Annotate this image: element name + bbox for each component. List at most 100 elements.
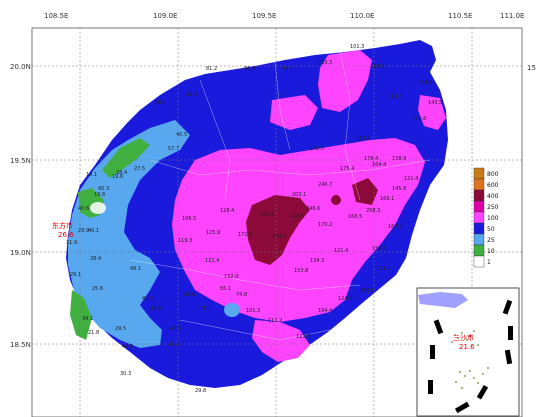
legend-label: 400 <box>487 193 499 200</box>
inset-landmass <box>418 292 468 308</box>
lon-tick: 109.5E <box>252 12 276 20</box>
city-sansha-value: 21.6 <box>459 343 475 351</box>
station-value: 31.9 <box>66 240 77 246</box>
station-value: 156.5 <box>372 246 386 252</box>
station-value: 239.4 <box>272 234 286 240</box>
station-value: 29.5 <box>115 326 126 332</box>
legend-label: 800 <box>487 171 499 178</box>
station-value: 62.3 <box>186 92 197 98</box>
legend-label: 600 <box>487 182 499 189</box>
legend-label: 25 <box>487 237 495 244</box>
station-value: 258.3 <box>366 208 380 214</box>
station-value: 150.2 <box>260 212 274 218</box>
station-value: 153.8 <box>294 268 308 274</box>
station-value: 34.1 <box>82 316 93 322</box>
county-boundaries <box>129 49 431 341</box>
station-value: 29.9 <box>78 228 89 234</box>
station-value: 171.6 <box>238 232 252 238</box>
station-value: 119.8 <box>370 64 384 70</box>
station-value: 42.5 <box>122 344 133 350</box>
inset-map: 三沙市 21.6 <box>416 287 520 417</box>
station-value: 94.7 <box>282 66 293 72</box>
city-dongfang-label: 东方市 <box>52 221 73 230</box>
station-value: 25.6 <box>92 286 103 292</box>
legend-label: 10 <box>487 248 495 255</box>
legend-swatch <box>473 167 485 180</box>
island-magenta-n-zone <box>270 95 318 130</box>
station-value: 121.4 <box>205 258 219 264</box>
island-green-zone-north <box>102 138 150 178</box>
station-value: 248.6 <box>306 206 320 212</box>
station-value: 124.9 <box>338 296 352 302</box>
station-value: 29.8 <box>195 388 206 394</box>
station-value: 111.2 <box>268 318 282 324</box>
station-value: 154.9 <box>418 80 432 86</box>
legend-label: 250 <box>487 204 499 211</box>
lon-tick: 108.5E <box>44 12 68 20</box>
station-value: 103.3 <box>318 60 332 66</box>
station-value: 40.3 <box>142 296 153 302</box>
station-value: 41.4 <box>168 342 179 348</box>
station-value: 71.1 <box>200 306 211 312</box>
station-value: 114.3 <box>388 94 402 100</box>
legend-swatch <box>473 222 485 235</box>
inset-boundary-dashes <box>428 299 513 414</box>
station-value: 40.1 <box>88 228 99 234</box>
station-value: 164.4 <box>372 162 386 168</box>
station-value: 125.9 <box>206 230 220 236</box>
legend-swatch <box>473 189 485 202</box>
station-value: 86.4 <box>244 66 255 72</box>
station-value: 101.3 <box>350 44 364 50</box>
station-value: 19.1 <box>86 172 97 178</box>
station-value: 58.0 <box>155 100 166 106</box>
legend-label: 50 <box>487 226 495 233</box>
lat-tick: 18.5N <box>10 341 31 349</box>
island-green-zone-south <box>70 290 92 340</box>
station-value: 198.5 <box>290 214 304 220</box>
station-value: 45.3 <box>98 186 109 192</box>
lat-tick: 20.0N <box>10 63 31 71</box>
longitude-ticks: 108.5E 109.0E 109.5E 110.0E 110.5E 111.0… <box>44 12 524 20</box>
island-magenta-ne-zone <box>318 50 372 112</box>
legend-label: 100 <box>487 215 499 222</box>
station-value: 101.3 <box>246 308 260 314</box>
station-value: 21.8 <box>88 330 99 336</box>
station-value: 121.4 <box>404 176 418 182</box>
lat-tick: 19.5N <box>10 157 31 165</box>
station-value: 169.1 <box>380 196 394 202</box>
lon-tick: 111.0E <box>500 12 524 20</box>
station-value: 170.2 <box>318 222 332 228</box>
station-value: 134.3 <box>310 258 324 264</box>
island-maroon-core-dot <box>331 195 341 205</box>
station-value: 106.5 <box>182 216 196 222</box>
island-lightblue-blob <box>224 303 240 317</box>
station-value: 40.5 <box>170 326 181 332</box>
station-value: 188.3 <box>356 136 370 142</box>
station-value: 178.4 <box>364 156 378 162</box>
station-value: 28.4 <box>90 256 101 262</box>
station-value: 27.5 <box>134 166 145 172</box>
island-green-blob <box>90 202 106 214</box>
legend-swatch <box>473 233 485 246</box>
station-value: 19.6 <box>112 174 123 180</box>
island-magenta-south-zone <box>252 320 310 362</box>
station-value: 74.8 <box>236 292 247 298</box>
side-number: 15 <box>527 64 536 72</box>
latitude-ticks: 20.0N 19.5N 19.0N 18.5N <box>10 63 31 349</box>
station-value: 29.1 <box>70 272 81 278</box>
station-value: 18.8 <box>94 192 105 198</box>
station-value: 57.7 <box>168 146 179 152</box>
island-lightblue-zone <box>68 120 190 348</box>
station-value: 168.7 <box>388 224 402 230</box>
legend-swatch <box>473 211 485 224</box>
legend: 800 600 400 250 100 50 25 10 1 <box>473 167 499 268</box>
station-value: 61.6 <box>184 292 195 298</box>
station-value: 48.1 <box>130 266 141 272</box>
station-value: 142.5 <box>310 146 324 152</box>
station-value: 40.5 <box>176 132 187 138</box>
station-value: 40.6 <box>78 206 89 212</box>
station-value: 173.0 <box>376 266 390 272</box>
station-value: 123.5 <box>296 334 310 340</box>
island-maroon-core-central <box>246 195 310 265</box>
